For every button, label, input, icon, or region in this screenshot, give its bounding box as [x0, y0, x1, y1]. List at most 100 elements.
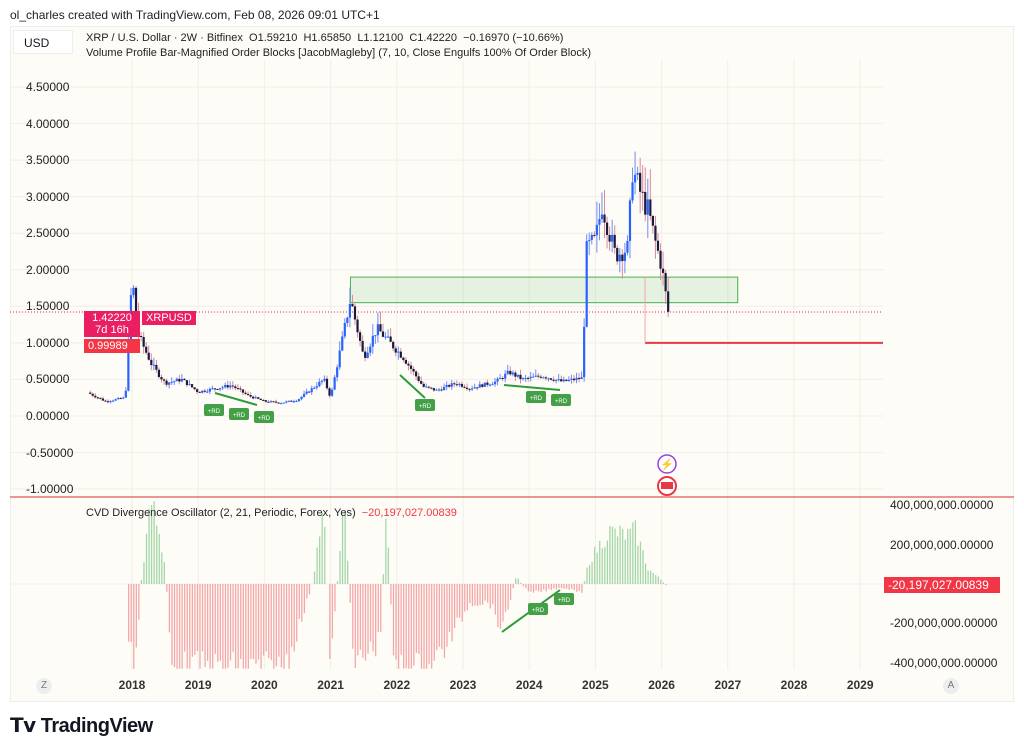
candle-body	[552, 379, 555, 381]
candle-body	[358, 332, 362, 341]
candle-body	[356, 319, 359, 333]
candle-body	[443, 386, 446, 391]
candle-body	[506, 370, 509, 374]
candle-body	[185, 380, 189, 386]
candle-body	[178, 378, 181, 382]
candle-body	[361, 340, 364, 352]
candle-body	[435, 389, 438, 391]
candle-body	[224, 385, 227, 388]
candle-body	[234, 386, 237, 389]
signal-label: +RD	[558, 598, 571, 604]
candle-body	[471, 388, 474, 390]
candle-body	[259, 398, 262, 401]
candle-body	[483, 382, 486, 387]
candle-body	[351, 303, 354, 307]
candle-body	[244, 392, 247, 394]
price-axis-label: 1.50000	[26, 299, 70, 314]
candle-body	[639, 172, 642, 192]
candle-body	[188, 384, 191, 386]
candle-body	[201, 390, 204, 393]
candle-body	[547, 378, 550, 380]
candle-body	[432, 388, 436, 391]
candle-body	[157, 369, 161, 377]
price-axis-label: -1.00000	[26, 482, 74, 497]
signal-label: +RD	[555, 399, 568, 405]
candle-body	[425, 386, 428, 388]
tv-logo-icon: 𝗧𝘃	[10, 715, 36, 737]
candle-body	[659, 250, 662, 269]
ohlc-low: L1.12100	[357, 32, 404, 44]
candle-body	[595, 224, 598, 236]
candle-body	[379, 324, 382, 332]
candle-body	[160, 376, 163, 380]
price-axis-label: 0.50000	[26, 372, 70, 387]
candle-body	[384, 336, 387, 338]
candle-body	[112, 400, 115, 402]
candle-body	[162, 379, 166, 381]
logo-text: TradingView	[40, 715, 153, 737]
candle-body	[280, 403, 283, 405]
candle-body	[292, 401, 295, 403]
candle-body	[427, 386, 430, 388]
candle-body	[285, 401, 288, 403]
candle-body	[300, 396, 303, 400]
bar-countdown: 7d 16h	[95, 324, 129, 336]
candle-body	[229, 385, 232, 388]
candle-body	[328, 388, 331, 396]
candle-body	[226, 385, 229, 388]
candle-body	[585, 241, 588, 327]
candle-body	[577, 377, 581, 380]
candle-body	[150, 359, 153, 366]
candle-body	[109, 401, 112, 403]
candle-body	[590, 234, 593, 240]
candle-body	[264, 400, 267, 402]
candle-body	[193, 387, 196, 390]
last-price-value: 1.42220	[92, 312, 132, 324]
candle-body	[511, 372, 514, 375]
oscillator-value-tag: -20,197,027.00839	[884, 577, 1000, 593]
bullish-divergence-signal	[528, 603, 548, 615]
candle-body	[605, 222, 609, 235]
candle-body	[206, 391, 209, 393]
time-axis-label: 2023	[449, 678, 477, 692]
osc-axis-label: 200,000,000.00000	[890, 538, 994, 552]
candle-body	[588, 239, 591, 242]
divergence-line	[399, 374, 426, 399]
signal-label: +RD	[208, 409, 221, 415]
candle-body	[583, 326, 586, 378]
bullish-divergence-signal	[204, 404, 224, 416]
candle-body	[140, 335, 143, 338]
osc-axis-label: 400,000,000.00000	[890, 498, 994, 512]
signal-label: +RD	[530, 396, 543, 402]
candle-body	[381, 331, 385, 337]
credit-line: ol_charles created with TradingView.com,…	[10, 8, 380, 22]
candle-body	[89, 392, 92, 394]
candle-body	[488, 384, 492, 386]
ohlc-close: C1.42220	[409, 32, 458, 44]
candle-body	[539, 376, 542, 378]
bullish-divergence-signal	[526, 391, 546, 403]
auto-scale-button[interactable]: A	[943, 678, 959, 694]
candle-body	[180, 378, 183, 382]
candle-body	[338, 350, 341, 368]
candle-body	[575, 377, 578, 381]
order-block-zone	[349, 276, 739, 304]
candle-body	[399, 351, 402, 358]
candle-body	[549, 378, 553, 380]
candle-body	[453, 383, 456, 385]
candle-body	[333, 377, 336, 390]
candle-body	[374, 335, 377, 337]
time-axis-label: 2028	[780, 678, 808, 692]
candle-body	[99, 397, 102, 399]
currency-button[interactable]: USD	[13, 30, 73, 54]
candle-body	[618, 254, 621, 262]
candle-body	[519, 374, 522, 380]
candle-body	[544, 377, 548, 379]
candle-body	[213, 388, 217, 390]
candle-body	[667, 291, 670, 312]
candle-body	[218, 388, 222, 390]
candle-body	[440, 389, 443, 391]
flag-stripes	[661, 482, 673, 489]
candle-body	[608, 234, 611, 242]
log-scale-button[interactable]: Z	[36, 678, 52, 694]
